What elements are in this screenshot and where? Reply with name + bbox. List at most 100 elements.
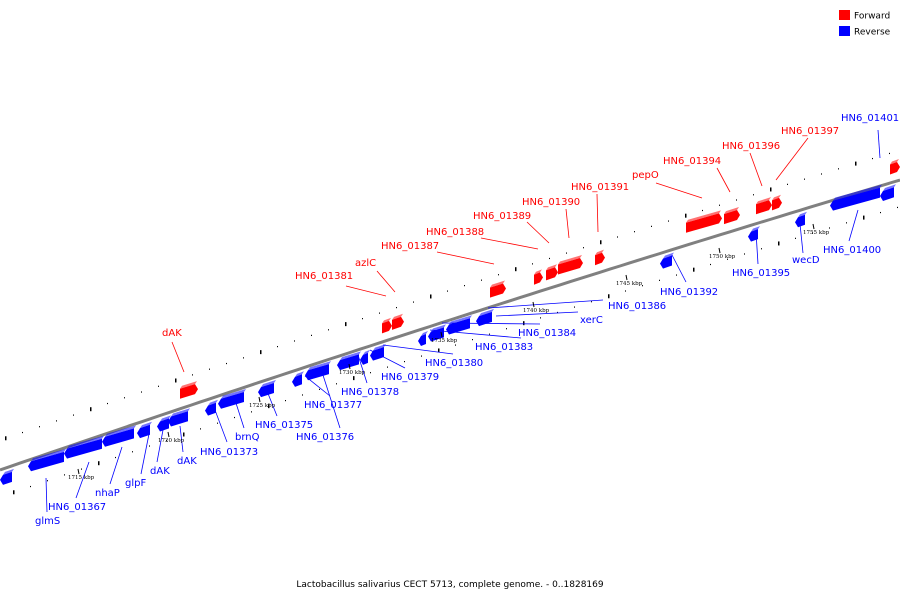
leader-line: [109, 446, 123, 485]
forward-gene-label: HN6_01394: [663, 156, 721, 167]
scale-dot-upper: [226, 362, 227, 365]
reverse-gene: [476, 308, 494, 327]
scale-dot-lower: [98, 461, 100, 466]
gene-top-face: [261, 379, 276, 388]
scale-dot-lower: [115, 456, 116, 459]
scale-dot-upper: [345, 322, 347, 327]
forward-gene-label: HN6_01397: [781, 126, 839, 137]
reverse-gene: [830, 184, 882, 211]
tick-labels: 1715 kbp 1720 kbp 1725 kbp 1730 kbp 1735 kbp…: [68, 223, 830, 481]
gene-body: [0, 471, 12, 485]
scale-dot-lower: [642, 285, 643, 287]
gene-body: [382, 320, 392, 334]
scale-dot-upper: [702, 209, 703, 212]
scale-dot-upper: [787, 183, 788, 185]
scale-dot-lower: [846, 222, 847, 224]
gene-top-face: [449, 315, 472, 325]
forward-gene: [890, 158, 900, 175]
scale-dot-upper: [753, 194, 754, 196]
forward-gene: [534, 269, 543, 285]
tick-mark: [348, 363, 351, 370]
legend: Forward Reverse: [839, 10, 891, 38]
gene-body: [490, 283, 506, 298]
tick-label: 1715 kbp: [68, 475, 95, 481]
forward-gene: [546, 264, 558, 281]
reverse-gene: [305, 361, 331, 381]
forward-gene-label: HN6_01389: [473, 211, 531, 222]
forward-gene: [558, 255, 583, 275]
scale-dot-upper: [464, 285, 465, 287]
gene-top-face: [798, 211, 807, 218]
reverse-gene-label: HN6_01379: [381, 372, 439, 383]
label-leaders: [45, 129, 881, 513]
scale-dot-lower: [353, 376, 355, 381]
gene-body: [660, 255, 672, 269]
scale-dot-lower: [710, 263, 711, 266]
scale-dot-lower: [13, 490, 15, 495]
reverse-gene: [0, 468, 14, 485]
leader-line: [171, 341, 185, 373]
leader-line: [429, 329, 522, 339]
reverse-gene-label: HN6_01376: [296, 432, 354, 443]
scale-dot-upper: [532, 263, 533, 265]
forward-gene: [490, 280, 506, 298]
reverse-gene: [418, 330, 428, 347]
forward-gene-label: HN6_01396: [722, 141, 780, 152]
gene-body: [258, 382, 274, 398]
scale-dot-upper: [90, 407, 92, 412]
scale-dot-lower: [557, 311, 558, 314]
scale-dot-upper: [736, 199, 737, 201]
legend-reverse-swatch: [839, 26, 850, 36]
tick-mark: [440, 331, 443, 338]
scale-dot-lower: [421, 355, 422, 357]
scale-dot-upper: [481, 279, 482, 281]
reverse-gene: [446, 315, 472, 335]
reverse-gene-label: HN6_01367: [48, 502, 106, 513]
gene-body: [137, 424, 150, 439]
scale-dot-upper: [600, 240, 602, 245]
scale-dot-lower: [166, 439, 167, 441]
gene-body: [890, 161, 900, 175]
scale-dot-lower: [30, 485, 31, 488]
tick-label: 1730 kbp: [339, 370, 366, 376]
scale-dot-upper: [447, 290, 448, 292]
gene-top-face: [490, 280, 505, 288]
leader-line: [755, 231, 759, 265]
scale-dot-lower: [880, 211, 881, 214]
reverse-gene-label: xerC: [580, 315, 603, 326]
reverse-gene-label: HN6_01378: [341, 387, 399, 398]
leader-line: [264, 385, 278, 417]
scale-dot-lower: [183, 432, 185, 437]
reverse-gene: [137, 421, 152, 439]
scale-dot-lower: [302, 394, 303, 396]
scale-dot-lower: [387, 366, 388, 368]
gene-top-face: [295, 371, 304, 377]
forward-gene: [595, 249, 605, 266]
gene-body: [546, 267, 558, 281]
tick-mark: [532, 301, 535, 308]
gene-top-face: [546, 264, 557, 271]
gene-body: [64, 438, 102, 459]
gene-top-face: [171, 408, 190, 417]
gene-body: [446, 318, 470, 335]
scale-dot-lower: [251, 411, 252, 413]
gene-body: [292, 374, 302, 387]
leader-line: [775, 137, 809, 181]
scale-dot-lower: [574, 306, 575, 308]
tick-mark: [625, 274, 628, 281]
leader-line: [716, 167, 731, 193]
legend-reverse-label: Reverse: [854, 28, 891, 38]
scale-dot-upper: [209, 368, 210, 370]
reverse-gene: [795, 211, 807, 228]
gene-body: [205, 402, 216, 416]
scale-dot-upper: [56, 420, 57, 422]
leader-line: [376, 270, 396, 293]
reverse-gene: [28, 448, 66, 472]
scale-dot-upper: [617, 236, 618, 238]
scale-dot-lower: [217, 422, 218, 424]
reverse-gene: [880, 184, 896, 201]
gene-top-face: [534, 269, 542, 275]
leader-line: [321, 371, 341, 429]
gene-top-face: [160, 415, 171, 422]
forward-gene-label: HN6_01387: [381, 241, 439, 252]
